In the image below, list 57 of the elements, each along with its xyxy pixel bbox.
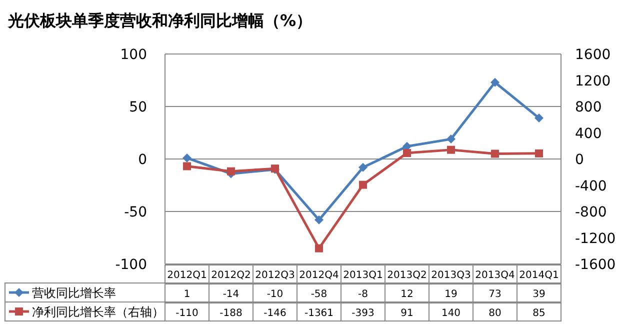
point [446,134,456,144]
data-label: 73 [488,289,502,300]
y2-tick-label: -800 [575,204,607,220]
point [534,114,544,123]
y2-tick-label: 400 [575,126,602,142]
x-tick-label: 2013Q1 [343,270,383,281]
data-label: -58 [310,289,328,300]
point [490,78,500,87]
data-label: 12 [400,289,414,300]
data-label: 140 [441,308,461,319]
x-tick-label: 2012Q2 [211,270,251,281]
point [358,162,368,172]
data-label: -393 [352,308,374,319]
x-tick-label: 2012Q1 [167,270,207,281]
point [314,215,324,224]
point [183,162,191,170]
y2-tick-label: 1200 [575,73,611,90]
data-label: 39 [532,289,546,300]
data-label: 85 [532,308,546,319]
data-label: -14 [222,289,240,300]
data-label: -110 [176,308,198,319]
point [359,180,367,189]
x-tick-label: 2012Q3 [255,270,295,281]
y-tick-label: 0 [138,152,147,168]
legend-label: 营收同比增长率 [32,286,116,300]
y2-tick-label: -400 [575,178,607,194]
point [447,146,455,154]
data-label: -1361 [304,308,334,319]
point [315,244,323,252]
point [491,150,499,158]
legend-label: 净利同比增长率（右轴） [32,305,164,319]
y-tick-label: 50 [129,100,147,116]
x-tick-label: 2013Q3 [431,270,471,281]
y2-tick-label: -1600 [575,257,616,273]
x-tick-label: 2014Q1 [519,270,559,281]
point [182,153,192,162]
y2-tick-label: -1200 [575,230,616,247]
x-tick-label: 2012Q4 [299,270,339,281]
data-label: 19 [444,289,458,300]
y2-tick-label: 800 [575,100,602,116]
y2-tick-label: 0 [575,152,584,168]
y-tick-label: 100 [120,47,147,63]
data-label: -146 [264,308,286,319]
chart-title: 光伏板块单季度营收和净利同比增幅（%） [7,11,312,30]
y2-tick-label: 1600 [575,47,611,63]
data-label: -8 [358,289,368,300]
y-tick-label: -50 [124,204,147,220]
data-label: 91 [400,308,414,319]
point [227,167,235,176]
point [535,149,543,158]
data-label: 80 [488,308,502,319]
data-label: -188 [220,308,242,319]
data-label: -10 [266,289,284,300]
point [403,149,411,158]
data-label: 1 [184,289,190,300]
x-tick-label: 2013Q2 [387,270,427,281]
x-tick-label: 2013Q4 [475,270,515,281]
